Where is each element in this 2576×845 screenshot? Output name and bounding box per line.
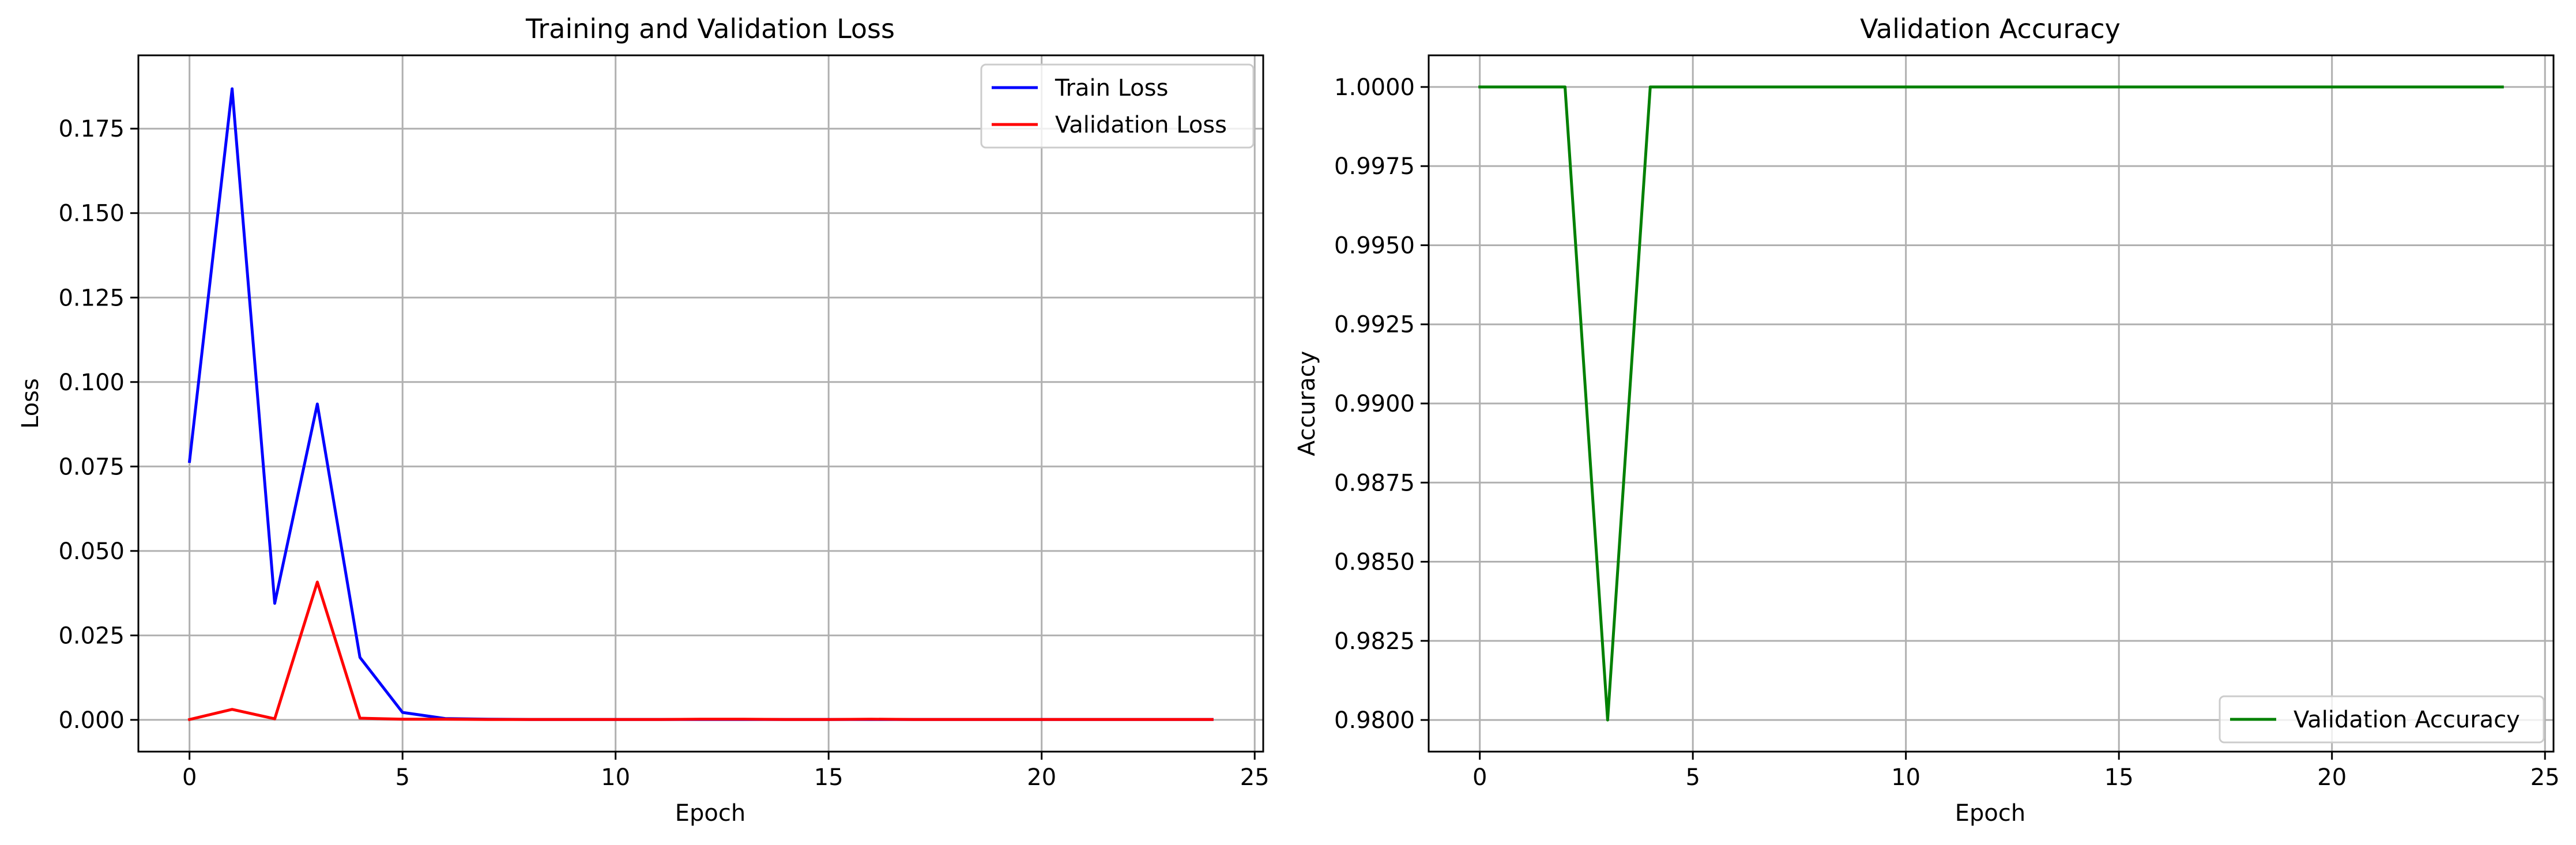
loss-chart-xtick-label: 25 [1240, 764, 1270, 791]
loss-chart-axes-frame [137, 54, 1264, 753]
loss-chart-xtick-label: 0 [182, 764, 197, 791]
accuracy-chart-legend-box [2219, 695, 2545, 744]
accuracy-chart-ytick-label: 0.9925 [1334, 312, 1415, 338]
accuracy-chart-ytick-label: 0.9900 [1334, 391, 1415, 417]
loss-chart-xtick-label: 5 [395, 764, 409, 791]
loss-chart-ytick-label: 0.125 [58, 285, 125, 311]
accuracy-chart-xtick-label: 15 [2104, 764, 2134, 791]
accuracy-chart-ytick-label: 0.9975 [1334, 153, 1415, 180]
accuracy-chart-xtick-label: 0 [1472, 764, 1487, 791]
accuracy-chart-xtick-label: 25 [2530, 764, 2560, 791]
loss-chart: Training and Validation Loss Epoch Loss … [17, 13, 1270, 827]
accuracy-chart-ytick-label: 1.0000 [1334, 74, 1415, 101]
accuracy-chart-ytick-label: 0.9950 [1334, 232, 1415, 259]
loss-chart-legend-box [980, 63, 1255, 149]
loss-chart-title: Training and Validation Loss [525, 13, 895, 44]
accuracy-chart-ytick-label: 0.9800 [1334, 707, 1415, 734]
loss-chart-legend-label-validation-loss: Validation Loss [1055, 112, 1227, 138]
loss-chart-xtick-label: 10 [601, 764, 630, 791]
accuracy-chart-ylabel: Accuracy [1294, 351, 1320, 457]
loss-chart-ytick-label: 0.100 [58, 369, 125, 396]
accuracy-chart-ytick-label: 0.9875 [1334, 470, 1415, 496]
accuracy-chart-xtick-label: 20 [2317, 764, 2347, 791]
loss-chart-series-validation-loss [187, 580, 1214, 722]
accuracy-chart-ytick-label: 0.9825 [1334, 628, 1415, 655]
accuracy-chart-legend-label-validation-accuracy: Validation Accuracy [2293, 707, 2520, 733]
loss-chart-xtick-label: 20 [1027, 764, 1056, 791]
accuracy-chart-title: Validation Accuracy [1860, 13, 2121, 44]
loss-chart-ylabel: Loss [17, 378, 44, 429]
accuracy-chart-ytick-label: 0.9850 [1334, 549, 1415, 576]
accuracy-chart-axes-frame [1428, 54, 2555, 753]
loss-chart-xtick-label: 15 [814, 764, 843, 791]
loss-chart-ytick-label: 0.150 [58, 201, 125, 227]
accuracy-chart: Validation Accuracy Epoch Accuracy 0 5 10 1… [1294, 13, 2560, 827]
accuracy-chart-xtick-label: 10 [1891, 764, 1920, 791]
loss-chart-xlabel: Epoch [675, 800, 745, 827]
loss-chart-legend-label-train-loss: Train Loss [1054, 75, 1168, 101]
loss-chart-ytick-label: 0.025 [58, 623, 125, 649]
accuracy-chart-series-validation-accuracy [1478, 85, 2504, 722]
loss-chart-legend: Train Loss Validation Loss [980, 63, 1255, 149]
loss-chart-ytick-label: 0.075 [58, 454, 125, 480]
accuracy-chart-xtick-label: 5 [1685, 764, 1700, 791]
loss-chart-ytick-label: 0.175 [58, 116, 125, 142]
loss-chart-ytick-label: 0.000 [58, 707, 125, 734]
loss-chart-ytick-label: 0.050 [58, 538, 125, 565]
accuracy-chart-legend: Validation Accuracy [2219, 695, 2545, 744]
accuracy-chart-xlabel: Epoch [1955, 800, 2025, 827]
